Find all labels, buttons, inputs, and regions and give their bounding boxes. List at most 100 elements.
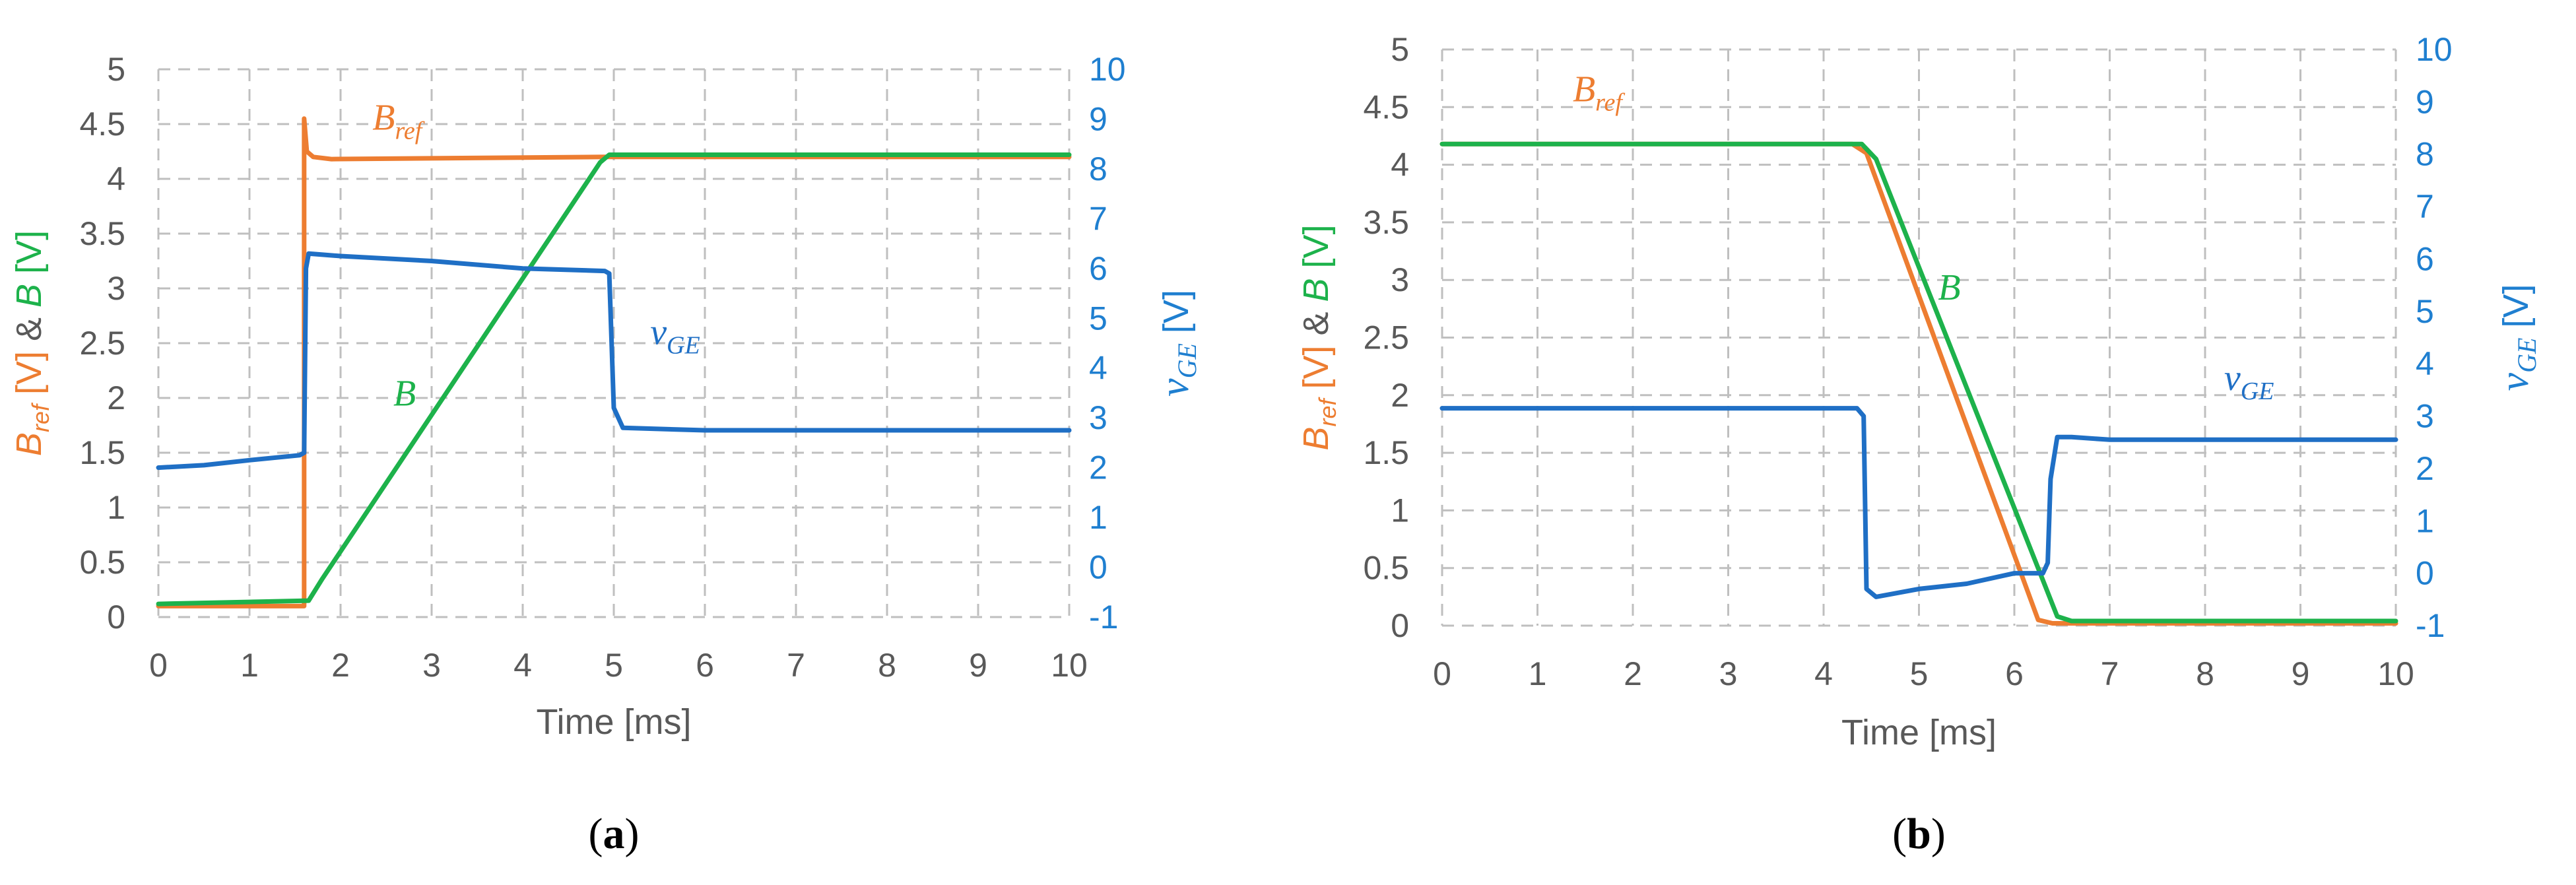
x-tick-label: 7 [2101,655,2119,692]
y-tick-label: 3 [1391,261,1409,298]
y2-tick-label: 7 [1089,200,1107,237]
y2-tick-label: 2 [1089,449,1107,486]
x-tick-label: 6 [2005,655,2024,692]
series-label-symbol: B [1938,267,1960,308]
y2-tick-label: 8 [1089,150,1107,187]
chart-panel-b: 0 0.5 1 1.5 2 2.5 3 3.5 4 4.5 5 -1 0 1 2 3 4 5 6 7 8 9 10 0 1 2 3 4… [1296,31,2542,858]
y2-tick-label: 5 [1089,300,1107,337]
series-line-bref [156,116,1072,608]
series-label-b: B [1938,267,1960,308]
series-line-b [156,152,1072,606]
y2-tick-label: 6 [2416,240,2434,277]
y2-tick-label: 10 [1089,51,1126,88]
y-tick-label: 3.5 [1363,204,1409,241]
series-label-vge: vGE [650,312,700,360]
y2-axis-title: vGE [V] [1152,290,1202,397]
y2-tick-label: 2 [2416,450,2434,487]
panel-label-close: ) [1931,810,1946,858]
y2-tick-label: 7 [2416,188,2434,225]
x-axis-title: Time [ms] [1841,713,1997,752]
y-tick-label: 0.5 [79,544,125,581]
y2-title-symbol: v [2492,372,2537,391]
y2-tick-label: -1 [2416,607,2445,644]
y-tick-label: 1.5 [79,434,125,471]
y2-tick-label: 1 [1089,499,1107,536]
x-tick-label: 0 [1433,655,1451,692]
y-title-b-unit: [V] [1296,224,1336,278]
y-title-ampersand: & [9,308,49,351]
x-tick-label: 9 [2292,655,2310,692]
series-line-vge [156,251,1072,471]
x-tick-label: 8 [2196,655,2214,692]
x-tick-label: 2 [1624,655,1642,692]
y2-title-symbol: v [1152,378,1197,397]
x-tick-label: 3 [1719,655,1738,692]
y-tick-label: 2 [107,379,125,416]
y2-tick-label: 5 [2416,293,2434,330]
y2-tick-label: 10 [2416,31,2453,68]
panel-label-open: ( [1892,810,1907,858]
y2-tick-label: 8 [2416,136,2434,173]
panel-label-open: ( [589,810,603,858]
y-tick-label: 3.5 [79,215,125,252]
series-label-symbol: B [393,374,416,414]
x-tick-label: 10 [1051,647,1088,684]
y-tick-label: 5 [1391,31,1409,68]
panel-label-close: ) [625,810,640,858]
y2-tick-label: 0 [2416,555,2434,592]
y-tick-label: 2.5 [1363,319,1409,356]
series-label-bref: Bref [1573,69,1625,117]
x-tick-label: 4 [513,647,532,684]
y2-tick-label: 4 [1089,350,1107,387]
y-title-bref-unit: [V] [9,351,49,405]
y-title-bref-symbol: B [9,432,49,456]
series-label-vge: vGE [2224,358,2274,405]
series-line-b [1439,141,2398,624]
y-tick-label: 4 [1391,147,1409,183]
x-tick-label: 3 [422,647,441,684]
y-tick-label: 1 [107,489,125,526]
x-tick-label: 1 [240,647,259,684]
x-tick-label: 4 [1814,655,1833,692]
x-tick-label: 5 [605,647,623,684]
x-tick-label: 6 [696,647,714,684]
y-tick-label: 1 [1391,492,1409,529]
y-title-b-symbol: B [1296,278,1336,302]
series-label-bref: Bref [372,97,424,145]
y-tick-label: 2 [1391,377,1409,414]
series-label-b: B [393,374,416,414]
y2-title-subscript: GE [1172,343,1202,378]
y2-tick-label: 9 [2416,83,2434,120]
y2-title-unit: [V] [1156,290,1196,343]
series-label-symbol: B [1573,69,1595,110]
y-tick-label: 0 [1391,607,1409,644]
y-title-bref-symbol: B [1296,427,1336,451]
series-label-symbol: v [2224,358,2241,399]
x-tick-label: 7 [787,647,805,684]
x-tick-label: 5 [1910,655,1929,692]
x-tick-label: 1 [1529,655,1547,692]
y-title-bref-subscript: ref [1314,397,1341,427]
series-label-subscript: GE [667,332,700,360]
series-line-vge [1439,406,2398,599]
y-tick-label: 2.5 [79,325,125,362]
x-axis-title: Time [ms] [537,702,692,742]
y2-tick-label: 1 [2416,502,2434,539]
x-tick-label: 10 [2377,655,2414,692]
y2-axis-title: vGE [V] [2492,284,2542,391]
chart-panel-a: 0 0.5 1 1.5 2 2.5 3 3.5 4 4.5 5 -1 0 1 2 3 4 5 6 7 8 9 10 0 1 2 3 4… [9,51,1202,858]
panel-label: (a) [589,810,640,858]
y-title-bref-subscript: ref [27,402,54,432]
y2-tick-label: -1 [1089,599,1118,636]
series-label-subscript: GE [2241,377,2274,405]
y-tick-label: 4.5 [79,106,125,143]
x-tick-label: 0 [149,647,168,684]
series-label-subscript: ref [395,117,425,145]
y2-tick-label: 3 [2416,398,2434,435]
y-tick-label: 3 [107,270,125,307]
series-label-symbol: v [650,312,667,353]
panel-label: (b) [1892,810,1946,858]
y-title-b-symbol: B [9,284,49,308]
x-tick-label: 9 [969,647,987,684]
